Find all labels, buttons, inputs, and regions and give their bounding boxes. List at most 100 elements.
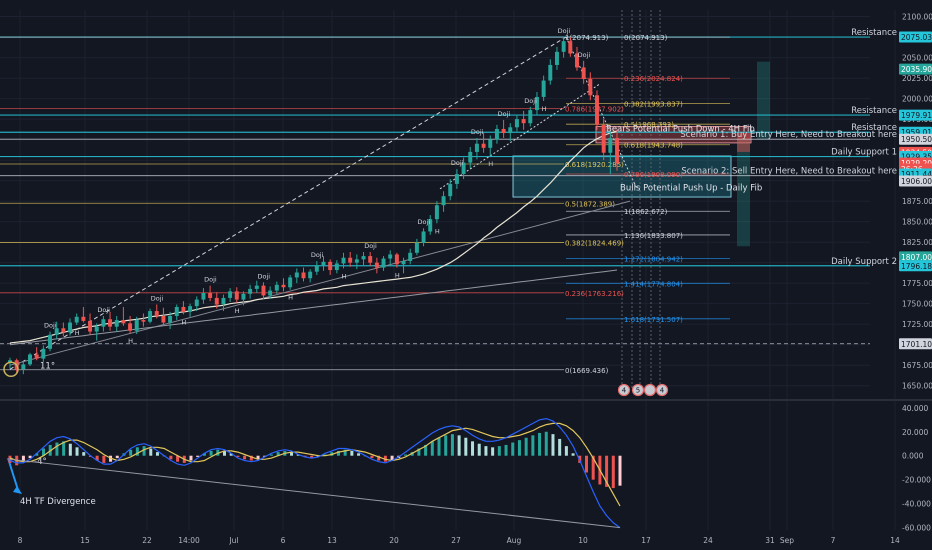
fib-daily-label: 1(2074.913): [565, 34, 609, 42]
histogram-bar: [524, 437, 528, 456]
doji-mark: Doji: [257, 272, 270, 280]
price-tick-label: 1850.000: [902, 218, 932, 227]
fib-daily-label: 0(1669.436): [565, 367, 609, 375]
histogram-bar: [390, 455, 394, 461]
divergence-arrowhead: [13, 486, 22, 494]
candle-body: [394, 254, 399, 265]
price-badge-label: 1807.000: [901, 253, 932, 262]
indicator-tick-label: 40.000: [902, 404, 928, 413]
histogram-bar: [42, 448, 46, 456]
support-trendline: [9, 200, 631, 366]
histogram-bar: [605, 455, 609, 487]
price-badge-label: 1796.186: [901, 262, 932, 271]
candle-body: [454, 174, 459, 184]
histogram-bar: [249, 455, 253, 461]
bulls-box-label: Bulls Potential Push Up - Daily Fib: [620, 183, 762, 193]
candle-body: [468, 151, 473, 163]
fib-4h-label: 0.786(1908.090): [624, 171, 683, 179]
candle-body: [361, 256, 366, 260]
histogram-bar: [243, 455, 247, 460]
candle-body: [254, 285, 259, 289]
level-label: Scenario 1: Buy Entry Here, Need to Brea…: [680, 130, 897, 140]
candle-body: [501, 128, 506, 134]
candle-body: [121, 320, 126, 324]
price-tick-label: 1775.000: [902, 279, 932, 288]
price-badge-label: 1906.000: [901, 177, 932, 186]
candle-body: [434, 205, 439, 220]
candle-body: [108, 319, 113, 327]
histogram-bar: [135, 447, 139, 456]
event-flag: 4: [655, 383, 669, 397]
candle-body: [595, 95, 599, 125]
histogram-bar: [28, 455, 32, 459]
histogram-bar: [471, 441, 475, 456]
fib-4h-label: 1.414(1774.804): [624, 280, 683, 288]
doji-mark: Doji: [151, 294, 164, 302]
price-tick-label: 1650.000: [902, 382, 932, 391]
price-badge-label: 1701.100: [901, 340, 932, 349]
price-tick-label: 2025.000: [902, 74, 932, 83]
time-tick-label: 7: [831, 536, 836, 545]
hammer-mark: H: [235, 307, 240, 315]
angle-top-label: 11°: [40, 361, 55, 371]
histogram-bar: [591, 455, 595, 480]
price-axis: 2100.0002075.0002050.0002025.0002000.000…: [899, 13, 932, 391]
candle-body: [341, 257, 346, 264]
candle-body: [461, 162, 466, 175]
histogram-bar: [484, 446, 488, 456]
fib-4h-label: 1.136(1833.807): [624, 232, 683, 240]
candle-body: [428, 219, 433, 232]
price-badge-label: 2035.900: [901, 65, 932, 74]
candle-body: [288, 277, 293, 288]
fib-levels: 0(1669.436) 0.236(1763.216) 0.382(1824.469…: [0, 34, 730, 375]
histogram-bar: [236, 455, 240, 457]
candle-body: [268, 290, 273, 296]
doji-mark: Doji: [44, 322, 57, 330]
candle-body: [188, 306, 193, 312]
event-flag: 4: [617, 383, 631, 397]
histogram-bar: [155, 452, 159, 456]
event-flag: [643, 383, 657, 397]
time-tick-label: 13: [327, 536, 337, 545]
price-badge-label: 1959.012: [901, 128, 932, 137]
candle-body: [494, 128, 499, 140]
level-label: Resistance: [851, 28, 897, 38]
doji-mark: Doji: [471, 128, 484, 136]
candle-body: [581, 67, 586, 79]
price-tick-label: 1725.000: [902, 320, 932, 329]
histogram-bar: [189, 455, 193, 461]
stop-zone: [737, 133, 750, 152]
doji-mark: Doji: [97, 306, 110, 314]
histogram-bar: [176, 455, 180, 462]
doji-mark: Doji: [451, 159, 464, 167]
candle-body: [21, 364, 26, 370]
fib-4h-label: 1.272(1804.942): [624, 256, 683, 264]
histogram-bar: [149, 448, 153, 456]
candle-body: [448, 183, 453, 197]
histogram-bar: [370, 455, 374, 459]
hammer-mark: H: [181, 318, 186, 326]
histogram-bar: [290, 452, 294, 456]
macd-line: [9, 417, 621, 529]
level-label: Resistance: [851, 106, 897, 116]
time-tick-label: Jul: [228, 536, 238, 545]
trendlines: [9, 10, 661, 390]
histogram-bar: [558, 438, 562, 456]
candle-body: [134, 320, 139, 331]
histogram-bar: [202, 453, 206, 456]
hammer-mark: H: [75, 329, 80, 337]
candle-body: [81, 316, 86, 321]
candle-body: [308, 271, 313, 279]
candle-body: [214, 297, 219, 305]
candle-body: [41, 348, 46, 359]
candle-body: [88, 320, 93, 332]
annotations: Bulls Potential Push Up - Daily Fib Bears…: [3, 124, 762, 507]
time-tick-label: 24: [703, 536, 713, 545]
candle-body: [348, 257, 353, 263]
price-badge: [899, 109, 932, 121]
level-label: Scenario 2: Sell Entry Here, Need to Bre…: [681, 167, 897, 177]
candle-body: [441, 196, 446, 206]
histogram-bar: [35, 453, 39, 456]
candle-body: [321, 261, 326, 266]
